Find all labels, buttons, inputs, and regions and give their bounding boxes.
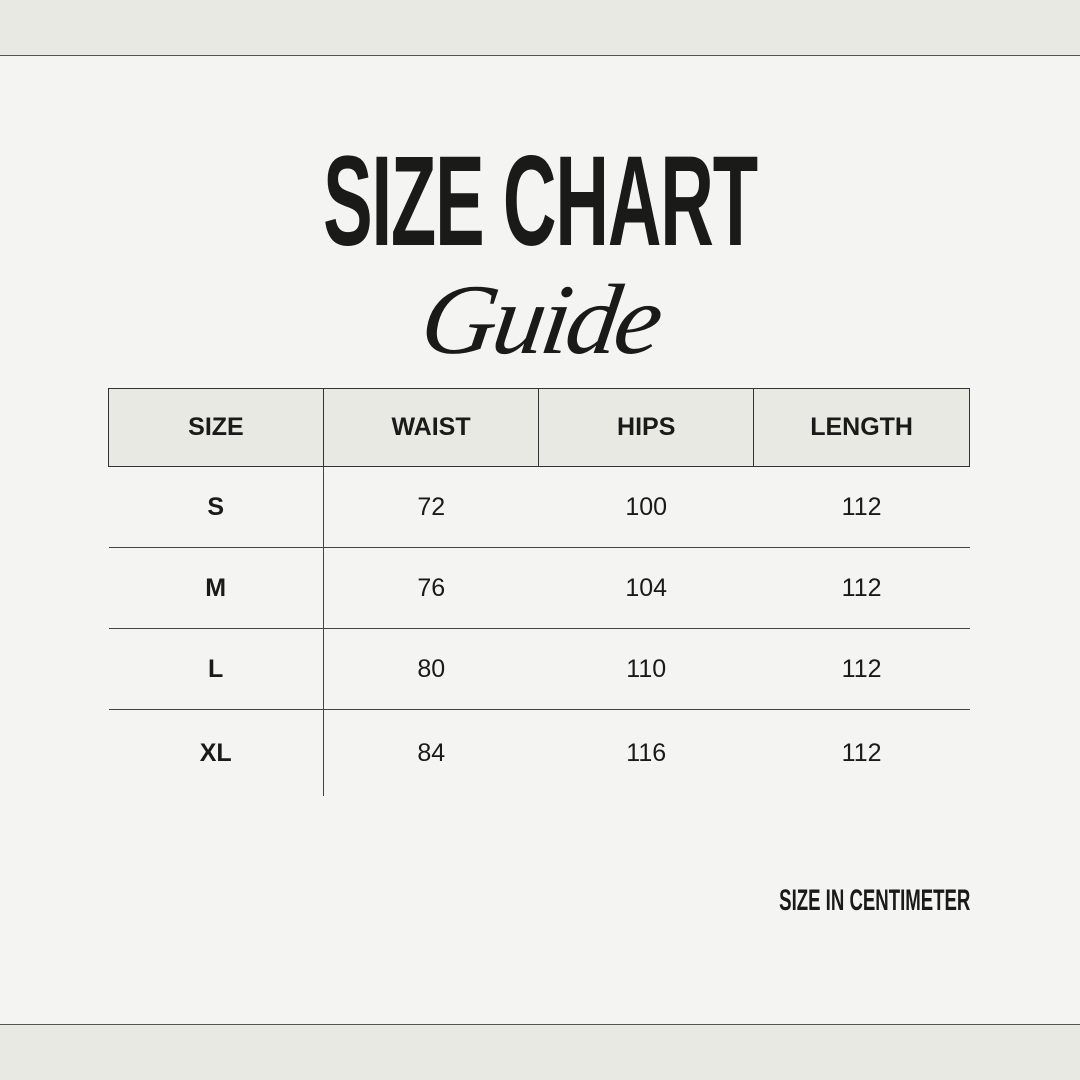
cell-length: 112 [841,738,882,767]
table-row: M 76 104 112 [108,547,970,629]
size-table: SIZE WAIST HIPS LENGTH S 72 100 112 M 76 104 1… [108,388,970,796]
cell-length: 112 [753,547,970,629]
cell-length: 112 [753,466,970,548]
table-row: S 72 100 112 [108,466,970,548]
subtitle-script: Guide [0,264,1080,375]
cell-waist: 84 [417,738,446,767]
cell-waist: 72 [323,466,539,548]
cell-waist: 80 [323,628,539,710]
table-row: L 80 110 112 [108,628,970,710]
cell-size: M [108,547,324,629]
cell-size: S [108,466,324,548]
bottom-band [0,1024,1080,1080]
header-size: SIZE [108,388,324,467]
cell-size: L [108,628,324,710]
unit-note: SIZE IN CENTIMETER [662,886,970,916]
cell-hips: 110 [538,628,754,710]
header-waist: WAIST [322,388,540,467]
top-band [0,0,1080,56]
cell-length: 112 [753,628,970,710]
page-title: SIZE CHART [0,138,1080,266]
table-header-row: SIZE WAIST HIPS LENGTH [108,388,970,467]
cell-hips: 100 [538,466,754,548]
cell-size: XL [108,709,324,796]
table-row: XL 84 116 112 [108,709,970,796]
cell-waist: 76 [323,547,539,629]
unit-note-text: SIZE IN CENTIMETER [778,884,970,917]
subtitle-text: Guide [414,264,667,375]
header-hips: HIPS [538,388,755,467]
header-length: LENGTH [753,388,970,467]
cell-hips: 104 [538,547,754,629]
title-text: SIZE CHART [323,130,758,273]
cell-hips: 116 [626,738,667,767]
